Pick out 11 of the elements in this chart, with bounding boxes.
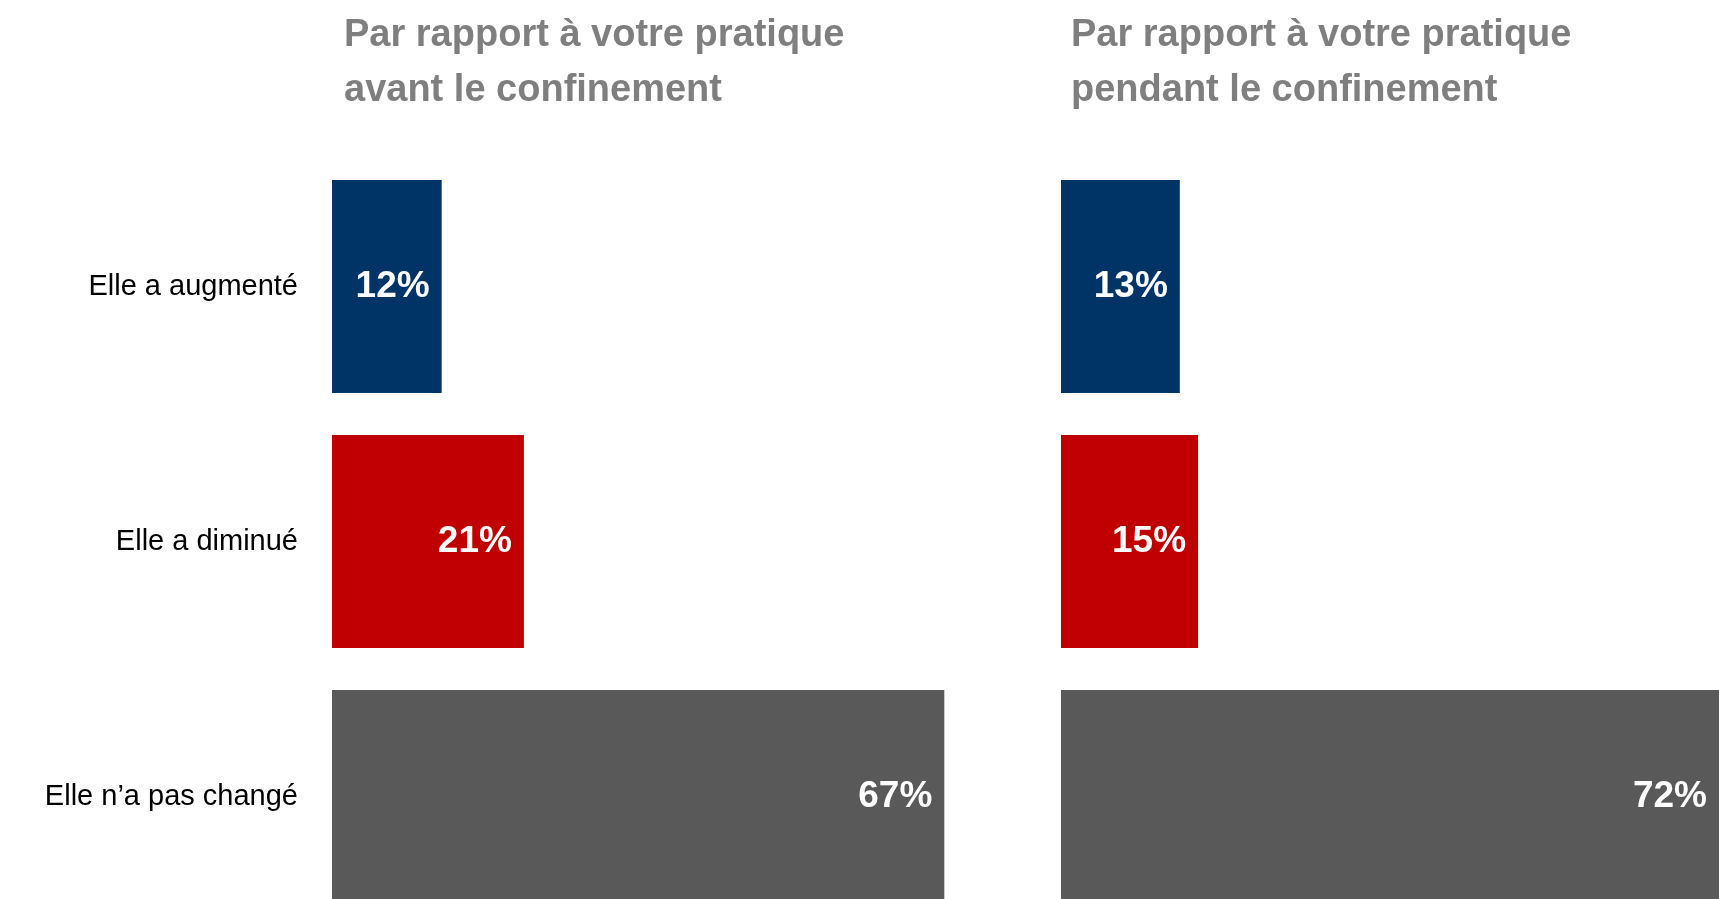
y-tick-label: Elle a diminué — [115, 523, 298, 556]
y-tick-label: Elle n’a pas changé — [44, 778, 298, 811]
data-label: 15% — [1112, 518, 1187, 560]
data-label: 12% — [355, 263, 430, 305]
chart-title: Par rapport à votre pratique avant le confinement — [344, 11, 846, 111]
chart-title: Par rapport à votre pratique pendant le confinement — [1071, 11, 1573, 111]
data-label: 13% — [1093, 263, 1168, 305]
y-tick-label: Elle a augmenté — [88, 268, 298, 301]
data-label: 21% — [437, 518, 512, 560]
data-label: 67% — [858, 773, 933, 815]
data-label: 72% — [1632, 773, 1707, 815]
